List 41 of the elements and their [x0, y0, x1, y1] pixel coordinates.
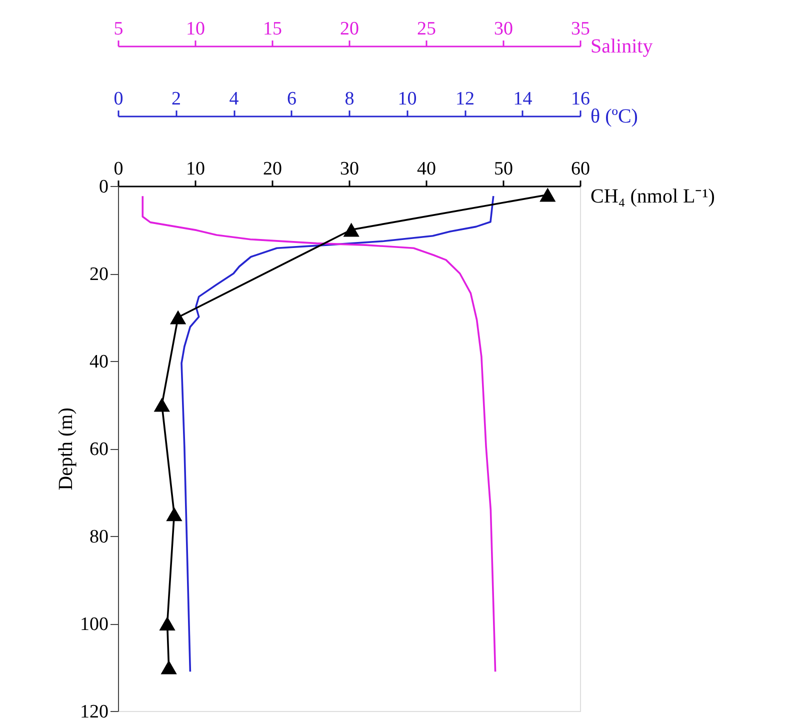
x-tick-label: 40: [417, 158, 436, 180]
y-tick-label: 0: [99, 176, 108, 198]
y-tick-label: 40: [90, 352, 108, 372]
y-tick-label: 80: [90, 526, 108, 548]
y-axis-title: Depth (m): [55, 408, 77, 490]
x-tick-label: 4: [229, 88, 240, 110]
x-tick-label: 30: [340, 158, 359, 180]
x-tick-label: 10: [186, 18, 205, 40]
x-tick-label: 50: [494, 158, 513, 180]
point: [166, 507, 182, 522]
point: [343, 222, 360, 237]
x-axis-title: CH₄ (nmol L⁻¹): [590, 186, 715, 208]
point: [160, 660, 177, 674]
x-tick-label: 10: [186, 158, 205, 180]
x-tick-label: 0: [114, 158, 124, 180]
x-tick-label: 5: [114, 18, 124, 40]
point: [170, 310, 186, 324]
x-tick-label: 10: [398, 88, 417, 110]
x-tick-label: 6: [287, 88, 296, 110]
x-tick-label: 20: [340, 18, 359, 40]
x-tick-label: 8: [344, 88, 354, 110]
y-tick-label: 100: [80, 614, 108, 635]
point: [540, 188, 556, 202]
x-tick-label: 2: [172, 88, 181, 110]
x-tick-label: 30: [494, 18, 513, 40]
y-tick-label: 20: [90, 264, 108, 285]
x-tick-label: 14: [513, 88, 533, 110]
x-axis-title: Salinity: [590, 36, 653, 58]
x-tick-label: 12: [456, 88, 474, 110]
y-tick-label: 60: [90, 439, 108, 460]
point: [154, 398, 170, 412]
x-tick-label: 0: [114, 88, 124, 110]
y-tick-label: 120: [80, 702, 108, 722]
point: [159, 616, 176, 630]
x-tick-label: 60: [571, 158, 590, 180]
x-tick-label: 25: [417, 18, 436, 40]
x-tick-label: 15: [263, 18, 282, 40]
x-tick-label: 16: [571, 88, 590, 110]
x-tick-label: 35: [571, 18, 590, 40]
x-axis-title: θ (ºC): [590, 106, 638, 128]
x-tick-label: 20: [263, 158, 282, 180]
